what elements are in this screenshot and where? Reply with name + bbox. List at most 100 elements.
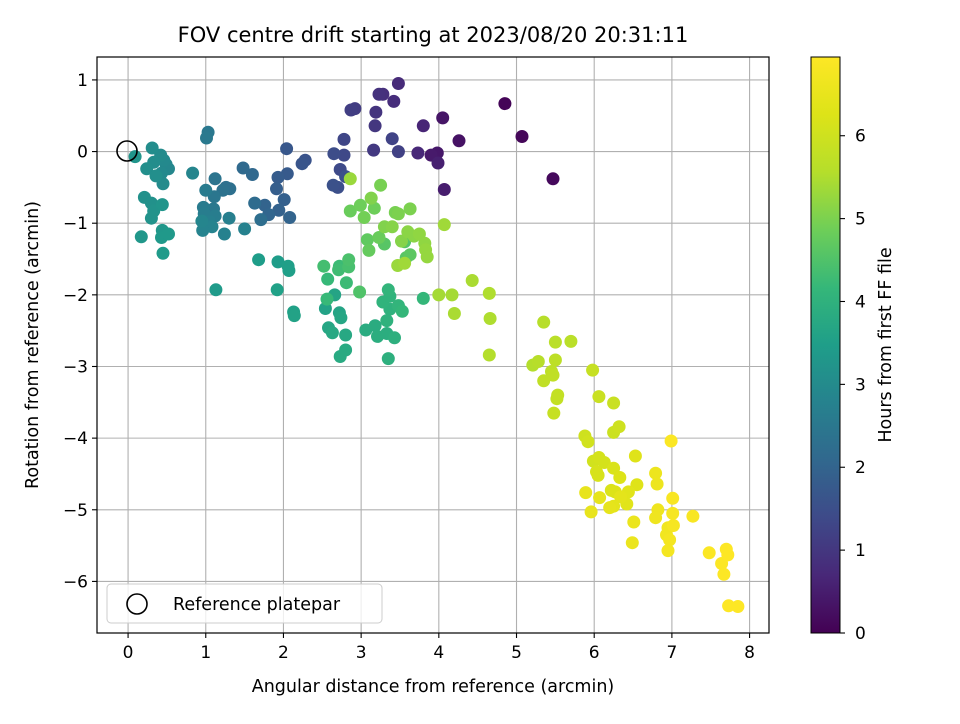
data-point: [155, 198, 169, 212]
data-point: [195, 214, 209, 228]
x-tick-label: 3: [356, 643, 367, 663]
x-tick-label: 0: [123, 643, 134, 663]
colorbar-label: Hours from first FF file: [876, 247, 896, 442]
data-point: [686, 509, 700, 523]
data-point: [548, 335, 562, 349]
colorbar-tick-label: 1: [855, 541, 866, 561]
data-point: [385, 132, 399, 146]
data-point: [416, 119, 430, 133]
data-point: [282, 264, 296, 277]
data-point: [380, 314, 394, 328]
data-point: [607, 396, 621, 410]
data-point: [391, 77, 405, 90]
y-tick-label: −2: [63, 286, 88, 306]
reference-marker: [116, 140, 138, 162]
data-point: [236, 161, 250, 175]
data-point: [482, 286, 496, 300]
colorbar-tick-label: 2: [855, 458, 866, 478]
data-point: [364, 191, 378, 205]
data-point: [628, 449, 642, 463]
data-point: [360, 233, 374, 247]
colorbar-tick-label: 6: [855, 127, 866, 147]
data-point: [483, 312, 497, 325]
data-point: [321, 272, 335, 286]
data-point: [465, 274, 479, 287]
data-point: [283, 211, 297, 224]
data-points: [128, 77, 745, 613]
y-axis-ticks: 1 0 −1 −2 −3 −4 −5 −6: [63, 71, 97, 592]
data-point: [546, 368, 560, 382]
data-point: [548, 353, 562, 367]
data-point: [295, 157, 309, 171]
data-point: [222, 211, 236, 225]
x-tick-label: 7: [666, 643, 677, 663]
colorbar-tick-label: 4: [855, 292, 866, 312]
data-point: [663, 533, 677, 547]
data-point: [368, 319, 382, 333]
data-point: [721, 548, 735, 562]
chart-title: FOV centre drift starting at 2023/08/20 …: [178, 23, 689, 47]
x-axis-label: Angular distance from reference (arcmin): [252, 677, 615, 697]
legend: Reference platepar: [106, 583, 383, 624]
data-point: [374, 178, 388, 192]
data-point: [196, 223, 210, 237]
data-point: [208, 172, 222, 186]
data-point: [381, 283, 395, 297]
data-point: [650, 477, 664, 491]
data-point: [702, 546, 716, 560]
data-point: [254, 213, 268, 227]
data-point: [277, 193, 291, 207]
y-tick-label: −1: [63, 214, 88, 234]
data-point: [420, 250, 434, 264]
data-point: [531, 355, 545, 368]
x-tick-label: 1: [200, 643, 211, 663]
data-point: [287, 309, 301, 323]
data-point: [368, 119, 382, 133]
data-point: [627, 515, 641, 529]
x-tick-label: 5: [511, 643, 522, 663]
data-point: [344, 103, 358, 117]
data-point: [217, 227, 231, 241]
data-point: [339, 328, 353, 342]
data-point: [591, 468, 605, 482]
y-tick-label: −5: [63, 501, 88, 521]
data-point: [339, 343, 353, 357]
data-point: [437, 218, 451, 232]
colorbar: [810, 56, 841, 634]
data-point: [625, 536, 639, 550]
y-tick-label: 1: [77, 71, 88, 91]
data-point: [612, 420, 626, 434]
data-point: [515, 130, 529, 143]
data-point: [649, 466, 663, 480]
data-point: [664, 434, 678, 448]
data-point: [343, 172, 357, 186]
data-point: [357, 211, 371, 224]
data-point: [395, 304, 409, 318]
x-axis-ticks: 0 1 2 3 4 5 6 7 8: [123, 633, 755, 663]
data-point: [649, 511, 663, 525]
data-point: [432, 288, 446, 302]
data-point: [607, 461, 621, 475]
data-point: [581, 435, 595, 449]
data-point: [550, 392, 564, 406]
data-point: [666, 519, 680, 532]
data-point: [339, 276, 353, 290]
data-point: [537, 315, 551, 329]
data-point: [372, 231, 386, 244]
y-tick-label: −6: [63, 572, 88, 592]
data-point: [387, 94, 401, 108]
data-point: [447, 307, 461, 320]
data-point: [385, 220, 399, 234]
data-point: [395, 234, 408, 248]
data-point: [372, 87, 386, 101]
data-point: [437, 183, 451, 196]
data-point: [270, 283, 284, 297]
data-point: [199, 183, 213, 197]
data-point: [381, 352, 395, 366]
data-point: [731, 600, 745, 613]
data-point: [186, 166, 200, 180]
x-tick-label: 8: [744, 643, 755, 663]
data-point: [537, 374, 551, 388]
data-point: [337, 148, 351, 162]
